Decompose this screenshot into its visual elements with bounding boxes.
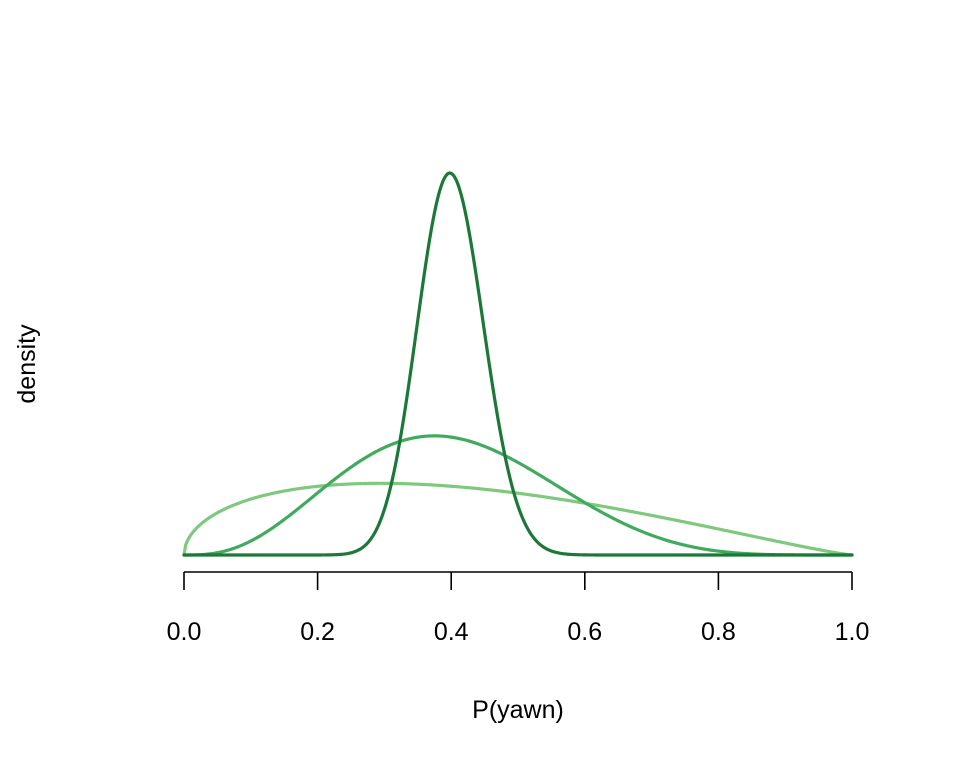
x-axis-title: P(yawn) <box>472 696 564 724</box>
density-curve-2 <box>182 434 854 557</box>
x-tick-label: 0.8 <box>701 618 736 646</box>
x-tick-label: 0.0 <box>167 618 202 646</box>
x-tick-label: 0.4 <box>434 618 469 646</box>
x-tick-label: 1.0 <box>835 618 870 646</box>
density-curves <box>182 171 854 557</box>
x-ticks: 0.0 0.2 0.4 0.6 0.8 1.0 <box>167 572 870 646</box>
density-curve-3 <box>182 171 854 557</box>
density-curve-1 <box>182 481 854 557</box>
x-tick-label: 0.2 <box>300 618 335 646</box>
y-axis-title: density <box>13 324 41 404</box>
x-tick-label: 0.6 <box>567 618 602 646</box>
x-axis: 0.0 0.2 0.4 0.6 0.8 1.0 <box>167 571 870 646</box>
